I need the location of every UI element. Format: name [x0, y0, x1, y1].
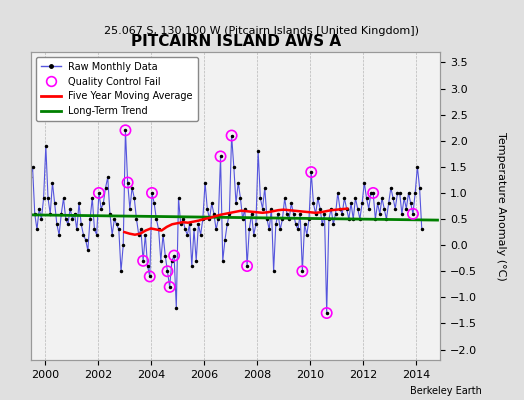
- Point: [409, 211, 417, 217]
- Point: [95, 190, 103, 196]
- Point: [298, 268, 307, 274]
- Point: [307, 169, 315, 175]
- Text: 25.067 S, 130.100 W (Pitcairn Islands [United Kingdom]): 25.067 S, 130.100 W (Pitcairn Islands [U…: [104, 26, 420, 36]
- Point: [148, 190, 156, 196]
- Point: [243, 263, 252, 269]
- Point: [170, 252, 178, 259]
- Legend: Raw Monthly Data, Quality Control Fail, Five Year Moving Average, Long-Term Tren: Raw Monthly Data, Quality Control Fail, …: [36, 57, 198, 121]
- Point: [227, 132, 236, 139]
- Point: [166, 284, 174, 290]
- Text: Berkeley Earth: Berkeley Earth: [410, 386, 482, 396]
- Point: [124, 179, 132, 186]
- Point: [121, 127, 129, 134]
- Point: [216, 153, 225, 160]
- Point: [139, 258, 147, 264]
- Point: [163, 268, 172, 274]
- Point: [146, 273, 154, 280]
- Point: [369, 190, 377, 196]
- Y-axis label: Temperature Anomaly (°C): Temperature Anomaly (°C): [496, 132, 507, 280]
- Title: PITCAIRN ISLAND AWS A: PITCAIRN ISLAND AWS A: [130, 34, 341, 50]
- Point: [322, 310, 331, 316]
